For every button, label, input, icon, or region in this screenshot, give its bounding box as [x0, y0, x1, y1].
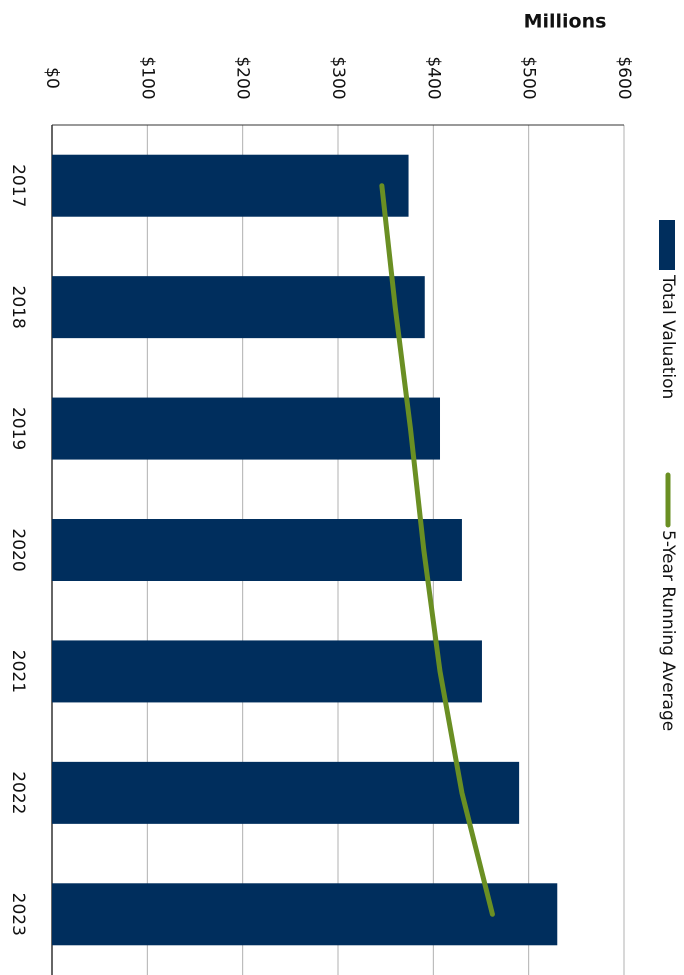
line: [379, 183, 495, 917]
y-tick-label: 2021: [8, 650, 28, 693]
x-tick-label: $0: [42, 67, 62, 89]
bar: [52, 883, 558, 946]
bar: [52, 276, 425, 339]
y-tick-label: 2022: [8, 771, 28, 814]
x-tick-label: $400: [423, 56, 443, 99]
chart-title: Millions: [524, 11, 607, 33]
x-tick-label: $300: [328, 56, 348, 99]
bar: [52, 519, 462, 581]
legend-label: 5-Year Running Average: [658, 530, 678, 731]
x-tick-label: $500: [519, 56, 539, 99]
x-tick-label: $100: [137, 56, 157, 99]
y-tick-label: 2018: [8, 286, 28, 329]
bar: [52, 640, 482, 703]
y-tick-label: 2020: [8, 528, 28, 571]
legend-swatch: [659, 220, 675, 270]
x-tick-label: $600: [614, 56, 634, 99]
y-tick-label: 2023: [8, 893, 28, 936]
bar: [52, 761, 520, 824]
y-tick-label: 2019: [8, 407, 28, 450]
bar: [52, 154, 409, 217]
bar: [52, 397, 441, 460]
legend-label: Total Valuation: [658, 274, 678, 399]
y-tick-label: 2017: [8, 164, 28, 207]
x-tick-label: $200: [233, 56, 253, 99]
